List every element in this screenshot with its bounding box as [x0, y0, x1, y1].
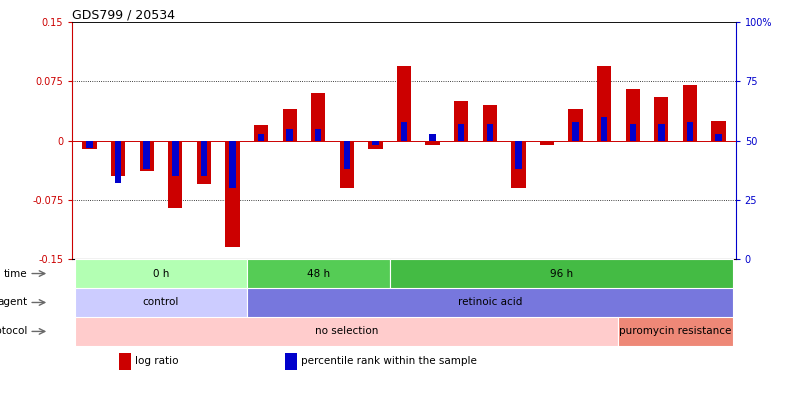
Bar [286, 129, 292, 141]
Text: percentile rank within the sample: percentile rank within the sample [301, 356, 476, 367]
Text: puromycin resistance: puromycin resistance [618, 326, 731, 337]
Bar [311, 93, 325, 141]
Bar [597, 66, 610, 141]
Bar [75, 317, 618, 346]
Bar [368, 141, 382, 149]
Bar [511, 141, 525, 188]
Bar [425, 141, 439, 145]
Bar [400, 122, 407, 141]
Bar [618, 317, 732, 346]
Text: GDS799 / 20534: GDS799 / 20534 [72, 8, 175, 21]
Bar [711, 121, 725, 141]
Bar [315, 129, 321, 141]
Bar [143, 141, 149, 169]
Text: time: time [4, 269, 27, 279]
Bar [682, 85, 696, 141]
Bar [486, 124, 492, 141]
Bar [658, 124, 664, 141]
Text: 96 h: 96 h [549, 269, 572, 279]
Bar [197, 141, 210, 184]
Bar [168, 141, 182, 208]
Text: control: control [143, 298, 179, 307]
Bar [229, 141, 235, 188]
Bar [75, 259, 247, 288]
Bar [568, 109, 582, 141]
Bar [654, 97, 667, 141]
Bar [600, 117, 606, 141]
Bar [282, 109, 296, 141]
Bar [258, 134, 264, 141]
Bar [629, 124, 635, 141]
Text: 0 h: 0 h [153, 269, 169, 279]
Bar [115, 141, 121, 183]
Bar [140, 141, 153, 171]
Bar [225, 141, 239, 247]
Bar [625, 90, 639, 141]
Bar [339, 141, 353, 188]
Bar [572, 122, 578, 141]
Bar [686, 122, 692, 141]
Bar [111, 141, 125, 176]
Bar [372, 141, 378, 145]
Bar [515, 141, 521, 169]
Text: agent: agent [0, 298, 27, 307]
Bar [539, 141, 553, 145]
Bar [119, 353, 131, 370]
Bar [254, 125, 268, 141]
Bar [247, 259, 389, 288]
Bar [429, 134, 435, 141]
Text: log ratio: log ratio [135, 356, 178, 367]
Bar [343, 141, 349, 169]
Text: 48 h: 48 h [306, 269, 329, 279]
Bar [201, 141, 207, 176]
Bar [397, 66, 410, 141]
Bar [172, 141, 178, 176]
Bar [86, 141, 92, 148]
Text: growth protocol: growth protocol [0, 326, 27, 337]
Text: retinoic acid: retinoic acid [457, 298, 521, 307]
Bar [454, 101, 468, 141]
Bar [82, 141, 96, 149]
Bar [284, 353, 296, 370]
Bar [389, 259, 732, 288]
Bar [247, 288, 732, 317]
Bar [458, 124, 464, 141]
Text: no selection: no selection [315, 326, 378, 337]
Bar [715, 134, 721, 141]
Bar [75, 288, 247, 317]
Bar [482, 105, 496, 141]
